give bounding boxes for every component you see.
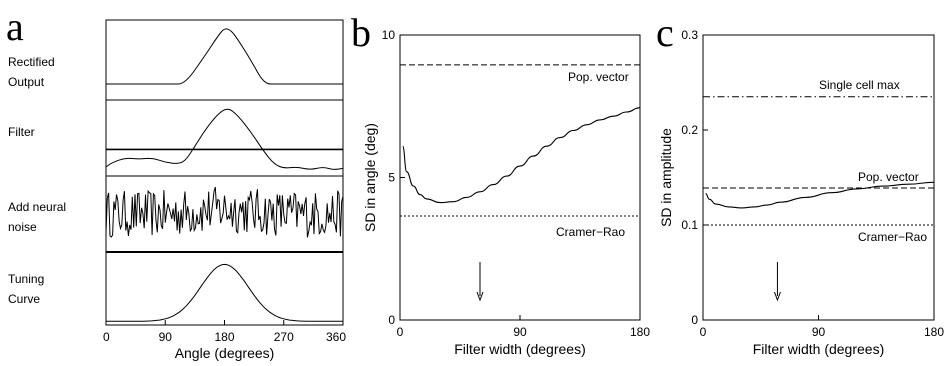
panel-b: 0 90 180 0 5 10 Filter width (degrees) SD in an… [362, 28, 650, 357]
reference-line-label: Pop. vector [568, 70, 629, 84]
subplot-label-0-0: Rectified [8, 55, 55, 69]
y-tick-label: 0.1 [681, 218, 698, 232]
subplot-curve-2 [105, 186, 344, 238]
subplot-label-2-1: noise [8, 220, 37, 234]
y-axis-title: SD in angle (deg) [362, 123, 378, 232]
subplot-label-3-0: Tuning [8, 272, 44, 286]
panel-a-letter: a [6, 4, 24, 49]
panel-a-frame [105, 19, 344, 326]
subplot-label-3-1: Curve [8, 292, 40, 306]
y-tick-label: 0.3 [681, 28, 698, 42]
x-tick-label: 270 [274, 330, 294, 344]
reference-line-label: Single cell max [819, 78, 900, 92]
arrow-head [773, 291, 781, 302]
y-tick-label: 0.2 [681, 123, 698, 137]
subplot-curve-0 [106, 28, 343, 85]
subplot-label-0-1: Output [8, 75, 45, 89]
panel-c: 0 90 180 0 0.1 0.2 0.3 Filter width (degrees) SD… [658, 28, 944, 357]
x-tick-label: 180 [630, 325, 650, 339]
data-curve [402, 107, 641, 204]
x-tick-label: 180 [214, 330, 234, 344]
x-axis-title: Filter width (degrees) [454, 341, 586, 357]
panel-c-letter: c [656, 10, 674, 55]
x-tick-label: 90 [513, 325, 527, 339]
reference-line-label: Pop. vector [858, 170, 919, 184]
subplot-label-2-0: Add neural [8, 200, 66, 214]
subplot-label-1-0: Filter [8, 125, 35, 139]
panel-b-letter: b [351, 10, 371, 55]
x-tick-label: 180 [924, 325, 944, 339]
data-curve [705, 181, 935, 209]
x-tick-label: 0 [700, 325, 707, 339]
y-axis-title: SD in amplitude [658, 128, 674, 227]
y-tick-label: 10 [382, 28, 396, 42]
x-tick-label: 90 [812, 325, 826, 339]
subplot-curve-1 [105, 108, 344, 170]
y-tick-label: 5 [388, 171, 395, 185]
x-tick-label: 360 [326, 330, 346, 344]
x-tick-label: 0 [397, 325, 404, 339]
x-tick-label: 90 [159, 330, 173, 344]
arrow-head [476, 291, 484, 302]
subplot-curve-3 [106, 263, 343, 322]
x-axis-title: Filter width (degrees) [753, 341, 885, 357]
panel-a: Rectified Output Filter Add neural noise Tuni… [8, 19, 346, 361]
y-tick-label: 0 [388, 313, 395, 327]
reference-line-label: Cramer−Rao [556, 225, 625, 239]
x-tick-label: 0 [103, 330, 110, 344]
y-tick-label: 0 [691, 313, 698, 327]
reference-line-label: Cramer−Rao [858, 230, 927, 244]
x-axis-title: Angle (degrees) [175, 345, 275, 361]
